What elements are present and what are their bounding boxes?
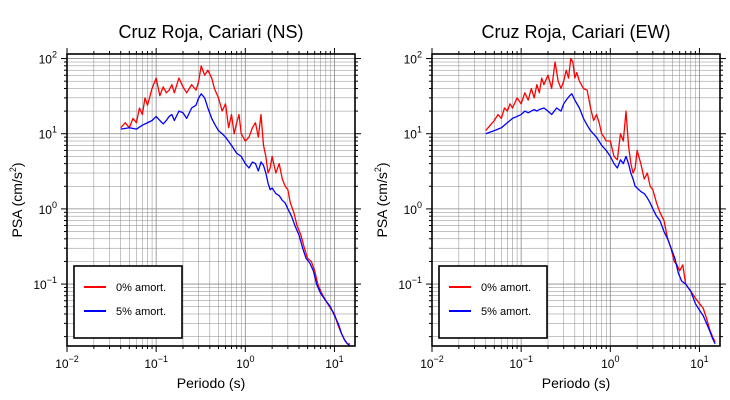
y-tick-label: 102 (404, 50, 422, 67)
y-tick-label: 100 (404, 200, 422, 217)
chart-title: Cruz Roja, Cariari (NS) (118, 22, 303, 42)
x-tick-label: 101 (325, 354, 343, 371)
x-tick-label-base: 10 (325, 357, 339, 371)
y-tick-label: 10−1 (33, 275, 57, 292)
x-tick-label-exponent: −1 (158, 354, 168, 364)
x-tick-label: 10−2 (420, 354, 444, 371)
y-tick-label-base: 10 (404, 128, 418, 142)
y-tick-label-base: 10 (404, 53, 418, 67)
y-tick-label: 101 (39, 125, 57, 142)
y-tick-label-exponent: 2 (417, 50, 422, 60)
y-tick-label-exponent: 2 (52, 50, 57, 60)
x-tick-label-exponent: 0 (249, 354, 254, 364)
legend-label: 0% amort. (481, 282, 531, 294)
y-tick-label: 101 (404, 125, 422, 142)
x-tick-label: 101 (690, 354, 708, 371)
y-tick-label-base: 10 (404, 203, 418, 217)
y-tick-label-base: 10 (39, 203, 53, 217)
x-tick-label: 10−1 (144, 354, 168, 371)
y-tick-label-base: 10 (33, 278, 47, 292)
x-tick-label: 10−2 (55, 354, 79, 371)
y-tick-label-base: 10 (398, 278, 412, 292)
legend-label: 0% amort. (116, 282, 166, 294)
x-tick-label: 100 (601, 354, 619, 371)
x-axis-label: Periodo (s) (177, 375, 245, 391)
x-tick-label-exponent: −2 (69, 354, 79, 364)
x-tick-label-base: 10 (509, 357, 523, 371)
legend: 0% amort. 5% amort. (73, 265, 183, 339)
y-axis-label-main: PSA (cm/s (374, 172, 390, 237)
x-tick-label-exponent: −1 (523, 354, 533, 364)
x-tick-label-exponent: 1 (704, 354, 709, 364)
y-tick-label: 10−1 (398, 275, 422, 292)
plot-frame (66, 53, 356, 347)
legend: 0% amort. 5% amort. (438, 265, 548, 339)
y-axis-label-exponent: 2 (373, 167, 383, 172)
legend-label: 5% amort. (116, 306, 166, 318)
y-tick-label: 102 (39, 50, 57, 67)
x-tick-label-exponent: −2 (434, 354, 444, 364)
x-tick-label-exponent: 0 (614, 354, 619, 364)
y-tick-label-exponent: −1 (412, 275, 422, 285)
series-line-undamped (485, 57, 716, 343)
x-tick-label-base: 10 (55, 357, 69, 371)
y-axis-label-tail: ) (9, 162, 25, 167)
series-line-undamped (120, 65, 351, 345)
y-tick-label-exponent: 0 (52, 200, 57, 210)
chart-title: Cruz Roja, Cariari (EW) (481, 22, 670, 42)
x-tick-label-base: 10 (690, 357, 704, 371)
x-tick-label-base: 10 (144, 357, 158, 371)
y-tick-label-base: 10 (39, 53, 53, 67)
y-tick-label-exponent: −1 (47, 275, 57, 285)
series-line-damped (485, 93, 716, 345)
legend-label: 5% amort. (481, 306, 531, 318)
x-tick-label-exponent: 1 (339, 354, 344, 364)
y-axis-label: PSA (cm/s2) (8, 162, 25, 237)
series-line-damped (120, 93, 351, 346)
x-axis-label: Periodo (s) (542, 375, 610, 391)
grid (66, 54, 355, 346)
x-tick-label: 100 (236, 354, 254, 371)
y-axis-label: PSA (cm/s2) (373, 162, 390, 237)
y-axis-label-exponent: 2 (8, 167, 18, 172)
y-axis-label-main: PSA (cm/s (9, 172, 25, 237)
y-tick-label-exponent: 1 (52, 125, 57, 135)
y-tick-label: 100 (39, 200, 57, 217)
x-tick-label: 10−1 (509, 354, 533, 371)
x-tick-label-base: 10 (601, 357, 615, 371)
legend-box (73, 265, 183, 339)
x-tick-label-base: 10 (420, 357, 434, 371)
y-tick-label-base: 10 (39, 128, 53, 142)
x-tick-label-base: 10 (236, 357, 250, 371)
plot-frame (431, 53, 721, 347)
y-axis-label-tail: ) (374, 162, 390, 167)
y-tick-label-exponent: 0 (417, 200, 422, 210)
y-tick-label-exponent: 1 (417, 125, 422, 135)
legend-box (438, 265, 548, 339)
